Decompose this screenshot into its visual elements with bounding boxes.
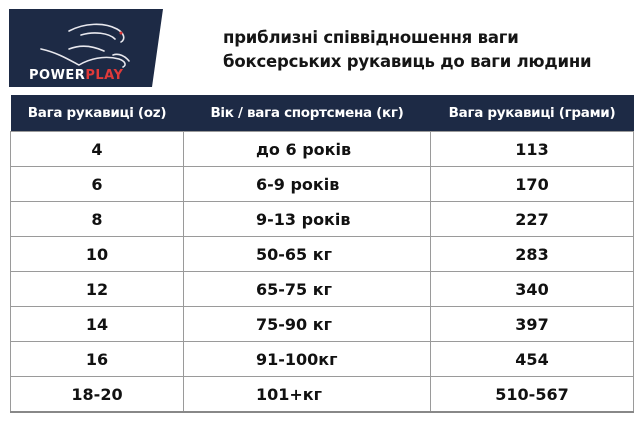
- table-row: 18-20 101+кг 510-567: [10, 376, 634, 413]
- glove-oz-cell: 14: [10, 306, 184, 342]
- table-row: 14 75-90 кг 397: [10, 306, 634, 342]
- glove-oz-cell: 6: [10, 166, 184, 202]
- header-age-weight: Вік / вага спортсмена (кг): [183, 95, 431, 132]
- glove-oz-cell: 4: [10, 131, 184, 167]
- glove-oz-cell: 18-20: [10, 376, 184, 413]
- title-line-2: боксерських рукавиць до ваги людини: [223, 52, 592, 71]
- age-weight-cell: 65-75 кг: [183, 271, 431, 307]
- glove-grams-cell: 454: [430, 341, 634, 377]
- glove-grams-cell: 340: [430, 271, 634, 307]
- glove-grams-cell: 113: [430, 131, 634, 167]
- glove-oz-cell: 10: [10, 236, 184, 272]
- age-weight-cell: 101+кг: [183, 376, 431, 413]
- header-glove-oz: Вага рукавиці (oz): [10, 95, 184, 132]
- title-line-1: приблизні співвідношення ваги: [223, 28, 519, 47]
- glove-oz-cell: 8: [10, 201, 184, 237]
- page-title: приблизні співвідношення ваги боксерськи…: [223, 26, 592, 74]
- glove-grams-cell: 510-567: [430, 376, 634, 413]
- table-header-row: Вага рукавиці (oz) Вік / вага спортсмена…: [10, 95, 634, 132]
- powerplay-logo: POWERPLAY: [9, 9, 163, 87]
- glove-grams-cell: 283: [430, 236, 634, 272]
- glove-grams-cell: 397: [430, 306, 634, 342]
- glove-grams-cell: 170: [430, 166, 634, 202]
- table-row: 6 6-9 років 170: [10, 166, 634, 202]
- age-weight-cell: до 6 років: [183, 131, 431, 167]
- age-weight-cell: 75-90 кг: [183, 306, 431, 342]
- table-row: 12 65-75 кг 340: [10, 271, 634, 307]
- age-weight-cell: 50-65 кг: [183, 236, 431, 272]
- age-weight-cell: 9-13 років: [183, 201, 431, 237]
- panther-icon: [40, 23, 130, 68]
- glove-grams-cell: 227: [430, 201, 634, 237]
- age-weight-cell: 91-100кг: [183, 341, 431, 377]
- table-row: 8 9-13 років 227: [10, 201, 634, 237]
- header-glove-grams: Вага рукавиці (грами): [430, 95, 634, 132]
- glove-oz-cell: 16: [10, 341, 184, 377]
- table-row: 16 91-100кг 454: [10, 341, 634, 377]
- table-row: 4 до 6 років 113: [10, 131, 634, 167]
- glove-weight-table: Вага рукавиці (oz) Вік / вага спортсмена…: [10, 95, 634, 413]
- glove-oz-cell: 12: [10, 271, 184, 307]
- table-row: 10 50-65 кг 283: [10, 236, 634, 272]
- svg-text:POWERPLAY: POWERPLAY: [29, 68, 123, 83]
- age-weight-cell: 6-9 років: [183, 166, 431, 202]
